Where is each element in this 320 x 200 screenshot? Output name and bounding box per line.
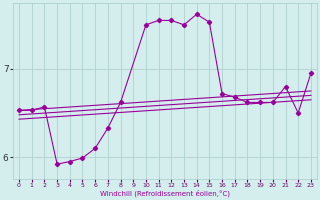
X-axis label: Windchill (Refroidissement éolien,°C): Windchill (Refroidissement éolien,°C)	[100, 190, 230, 197]
